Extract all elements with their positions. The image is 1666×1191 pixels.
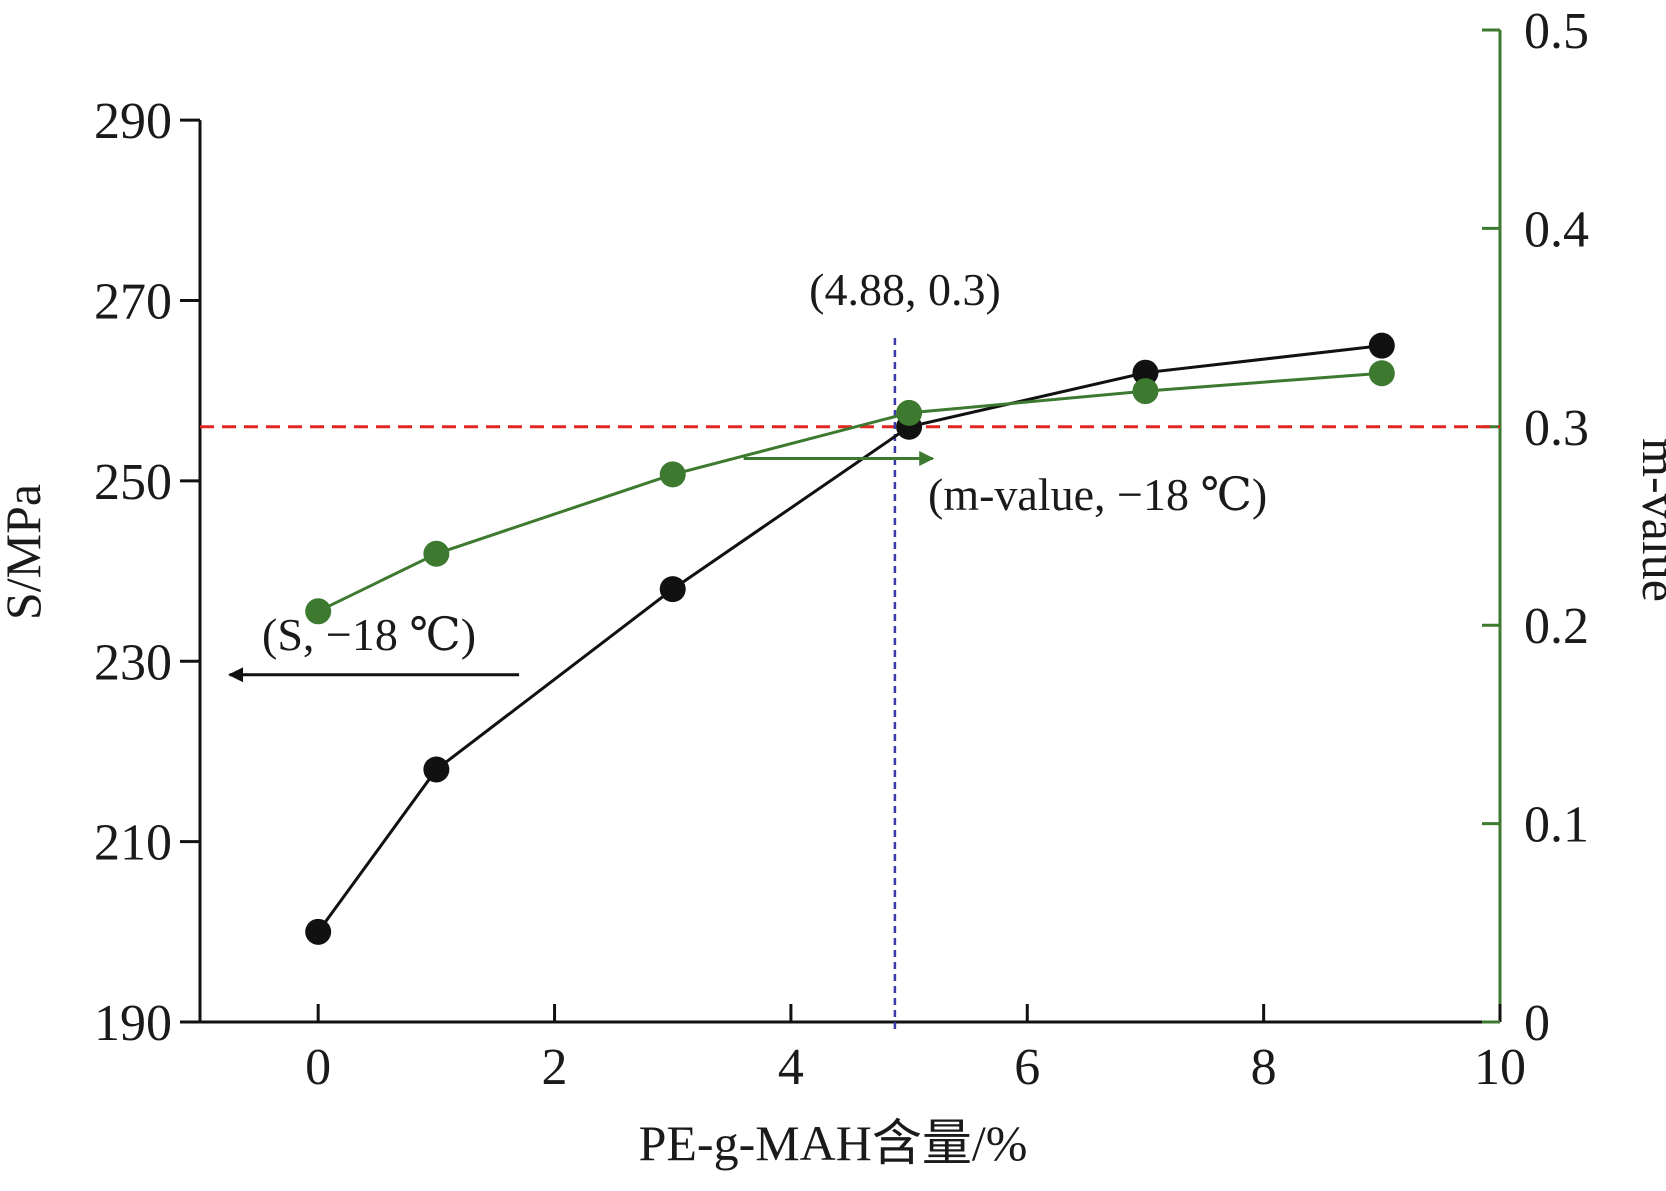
m-value-series-line	[317, 371, 1382, 613]
x-tick-label: 10	[1474, 1039, 1526, 1096]
m-value-data-point	[305, 598, 332, 625]
y-left-tick-label: 250	[94, 454, 172, 511]
x-tick-label: 0	[305, 1039, 331, 1096]
y-right-axis-title: m-value	[1632, 438, 1666, 602]
s-data-point	[1368, 332, 1395, 359]
y-right-tick-label: 0.3	[1524, 400, 1589, 457]
y-left-tick-label: 210	[94, 815, 172, 872]
s-series-label: (S, −18 ℃)	[262, 609, 476, 660]
s-data-point	[305, 918, 332, 945]
s-series-line	[316, 344, 1382, 933]
m-value-data-point	[659, 461, 686, 488]
y-right-tick-label: 0	[1524, 995, 1550, 1052]
reference-lines	[200, 338, 1500, 1030]
x-axis-title: PE-g-MAH含量/%	[639, 1115, 1028, 1171]
series	[228, 332, 1395, 945]
x-tick-label: 2	[542, 1039, 568, 1096]
y-left-tick-label: 270	[94, 274, 172, 331]
x-tick-label: 4	[778, 1039, 804, 1096]
y-left-tick-label: 190	[94, 995, 172, 1052]
s-data-point	[1132, 359, 1159, 386]
y-right-tick-label: 0.5	[1524, 3, 1589, 60]
y-right-tick-label: 0.1	[1524, 797, 1589, 854]
x-tick-label: 8	[1251, 1039, 1277, 1096]
y-left-tick-label: 230	[94, 634, 172, 691]
m-value-data-point	[896, 399, 923, 426]
y-left-axis-title: S/MPa	[0, 484, 51, 620]
m-value-data-point	[1368, 360, 1395, 387]
y-right-tick-label: 0.2	[1524, 598, 1589, 655]
s-data-point	[423, 756, 450, 783]
axes: 0 2 4 6 8 10 190 210 230 250 270 290 0 0.1 0.2 0.3 0.4 0.…	[94, 3, 1589, 1096]
y-right-tick-label: 0.4	[1524, 201, 1589, 258]
m-value-series-label: (m-value, −18 ℃)	[928, 469, 1267, 520]
y-left-tick-label: 290	[94, 93, 172, 150]
m-value-data-point	[423, 540, 450, 567]
x-tick-label: 6	[1014, 1039, 1040, 1096]
m-value-data-point	[1132, 378, 1159, 405]
labels: PE-g-MAH含量/% S/MPa m-value (4.88, 0.3) (…	[0, 264, 1666, 1171]
s-data-point	[659, 576, 686, 603]
intersection-annotation: (4.88, 0.3)	[809, 264, 1001, 315]
